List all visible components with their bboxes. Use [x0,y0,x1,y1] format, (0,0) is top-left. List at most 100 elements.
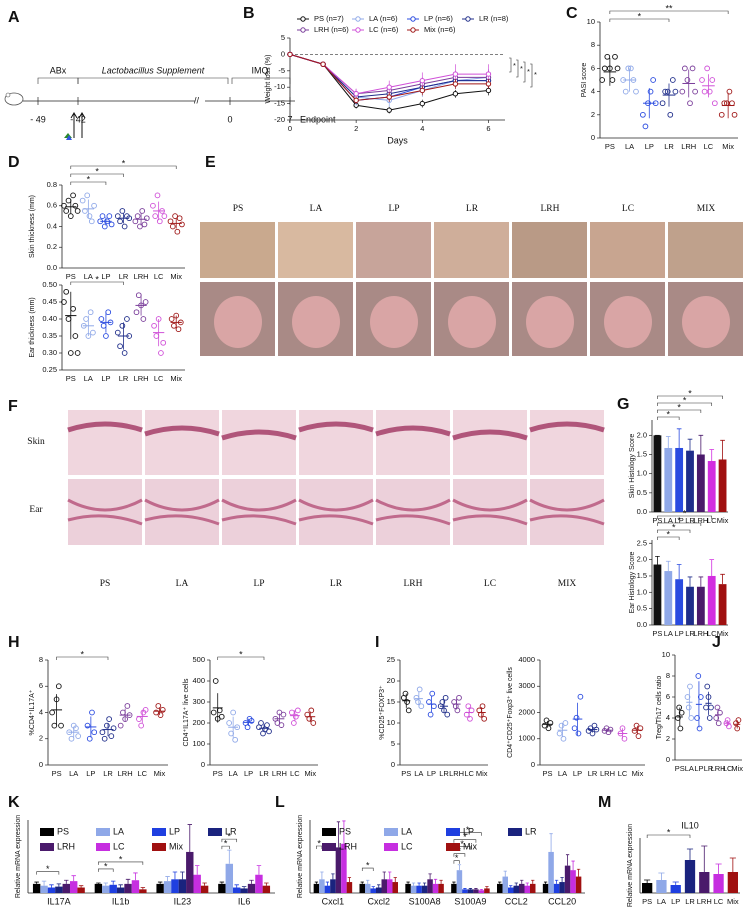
photo [356,222,431,278]
data-point [101,223,108,230]
data-point [110,725,117,732]
data-point [121,350,128,356]
group-label: IL6 [238,896,251,906]
data-point [51,722,58,729]
data-point [99,213,106,219]
error-bar [665,436,671,448]
data-point [418,703,425,710]
x-tick-label: Mix [154,769,166,778]
data-point [161,213,168,219]
histology-detail [298,498,374,526]
y-tick-label: 20 [387,676,395,685]
data-point [169,223,176,230]
data-point [105,309,112,316]
bar [218,883,226,893]
error-bar [687,576,693,587]
bar [341,843,347,893]
bar [416,885,422,893]
data-point [633,722,640,729]
error-bar [452,881,456,884]
y-axis-title: Skin Histology Score [629,434,636,499]
data-point [167,218,174,225]
y-tick-label: 400 [192,676,205,685]
data-point [696,725,703,732]
data-point [452,71,459,77]
significance-bracket [98,868,114,872]
data-point [91,729,98,736]
x-tick-label: LA [685,764,694,773]
bar [508,887,514,893]
y-tick-label: 0.40 [42,314,57,323]
bar [365,883,371,893]
significance-bracket [453,839,477,843]
y-tick-label: -5 [278,66,285,75]
significance-bracket [657,395,723,399]
data-point [156,218,163,225]
photo [434,222,509,278]
histology-detail [144,425,220,437]
x-tick-label: Mix [722,142,734,151]
x-tick-label: LC [723,764,733,773]
data-point [718,111,725,118]
error-bar [133,872,138,881]
significance-bracket [70,181,107,185]
error-bar [342,820,346,844]
error-bar [698,576,704,587]
data-point [108,221,115,228]
error-bar [676,564,682,580]
bar [559,882,565,893]
significance-label: * [460,839,464,849]
significance-label: * [677,402,681,412]
data-point [635,733,642,739]
chart-title: IL10 [681,820,699,830]
error-bar [241,886,247,889]
bar [233,887,241,893]
data-point [713,715,720,721]
x-tick-label: LRH [693,629,708,638]
data-point [72,202,79,209]
data-point [621,735,628,742]
data-point [139,208,146,214]
error-bar [336,821,341,848]
significance-bracket [657,409,702,413]
bar [438,883,444,893]
x-tick-label: LR [588,769,598,778]
data-point [429,690,436,697]
histology-image [222,479,296,545]
error-bar [56,883,62,887]
significance-bracket [657,536,680,540]
bar [69,881,78,893]
histology-detail [67,498,143,526]
x-tick-label: PS [401,769,411,778]
photo-detail [682,296,730,348]
data-point [258,720,264,726]
group-label: CCL2 [505,896,528,906]
bar [699,872,710,893]
histology-detail [375,425,451,437]
data-point [612,53,618,60]
y-axis-title: Skin thickness (mm) [29,195,36,258]
error-bar [180,871,185,880]
x-tick-label: LC [154,272,164,281]
data-point [210,709,217,716]
error-bar [463,888,467,890]
data-point [287,51,293,58]
bar [77,887,85,893]
error-bar [509,885,513,888]
error-bar [676,428,682,448]
data-point [114,329,121,336]
y-tick-label: 15 [387,697,395,706]
data-point [89,709,95,716]
data-point [662,88,669,95]
data-point [650,77,656,83]
data-point [120,709,126,716]
bar [427,879,433,893]
legend-label: LR [525,826,537,836]
histology-image [299,479,373,545]
data-point [628,65,634,72]
data-point [692,88,698,95]
y-tick-label: 0 [39,760,43,769]
x-tick-label: LRH [449,769,464,778]
data-point [103,333,109,339]
